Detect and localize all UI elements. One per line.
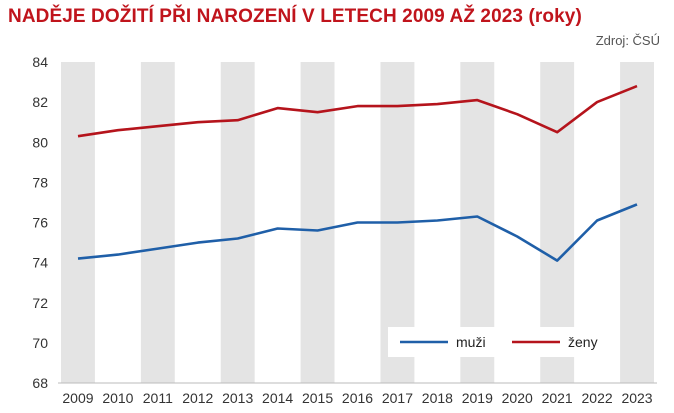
y-tick-label: 72 xyxy=(32,295,48,311)
y-tick-label: 68 xyxy=(32,375,48,391)
series-lines xyxy=(77,84,638,262)
x-tick-label: 2011 xyxy=(143,390,173,406)
chart-title: NADĚJE DOŽITÍ PŘI NAROZENÍ V LETECH 2009… xyxy=(8,6,582,27)
x-tick-label: 2017 xyxy=(382,390,413,406)
x-tick-label: 2021 xyxy=(542,390,573,406)
legend: muži ženy xyxy=(388,327,616,357)
source-note: Zdroj: ČSÚ xyxy=(595,33,660,48)
y-tick-label: 80 xyxy=(32,134,48,150)
background-bands xyxy=(61,62,654,383)
y-tick-label: 76 xyxy=(32,215,48,231)
y-tick-label: 78 xyxy=(32,174,48,190)
series-line-0 xyxy=(77,203,638,262)
x-tick-label: 2012 xyxy=(182,390,213,406)
x-tick-label: 2015 xyxy=(302,390,333,406)
band-2009 xyxy=(61,62,95,383)
band-2013 xyxy=(220,62,255,383)
x-axis: 2009 2010 2011 2012 2013 2014 2015 2016 2017 2018… xyxy=(58,382,657,406)
x-tick-label: 2023 xyxy=(621,390,652,406)
x-tick-label: 2009 xyxy=(62,390,93,406)
legend-label: ženy xyxy=(568,334,598,350)
band-2015 xyxy=(300,62,335,383)
band-2023 xyxy=(620,62,654,383)
y-tick-label: 70 xyxy=(32,335,48,351)
x-tick-label: 2020 xyxy=(502,390,533,406)
x-tick-label: 2014 xyxy=(262,390,293,406)
legend-label: muži xyxy=(456,334,486,350)
series-line-1 xyxy=(77,84,638,138)
y-axis: 68 70 72 74 76 78 80 82 84 xyxy=(32,54,48,391)
y-tick-label: 84 xyxy=(32,54,48,70)
band-2011 xyxy=(140,62,175,383)
x-tick-label: 2019 xyxy=(462,390,493,406)
x-tick-label: 2022 xyxy=(582,390,613,406)
y-tick-label: 74 xyxy=(32,255,48,271)
x-tick-label: 2013 xyxy=(222,390,253,406)
x-tick-label: 2018 xyxy=(422,390,453,406)
x-tick-label: 2010 xyxy=(102,390,133,406)
x-tick-label: 2016 xyxy=(342,390,373,406)
y-tick-label: 82 xyxy=(32,94,48,110)
